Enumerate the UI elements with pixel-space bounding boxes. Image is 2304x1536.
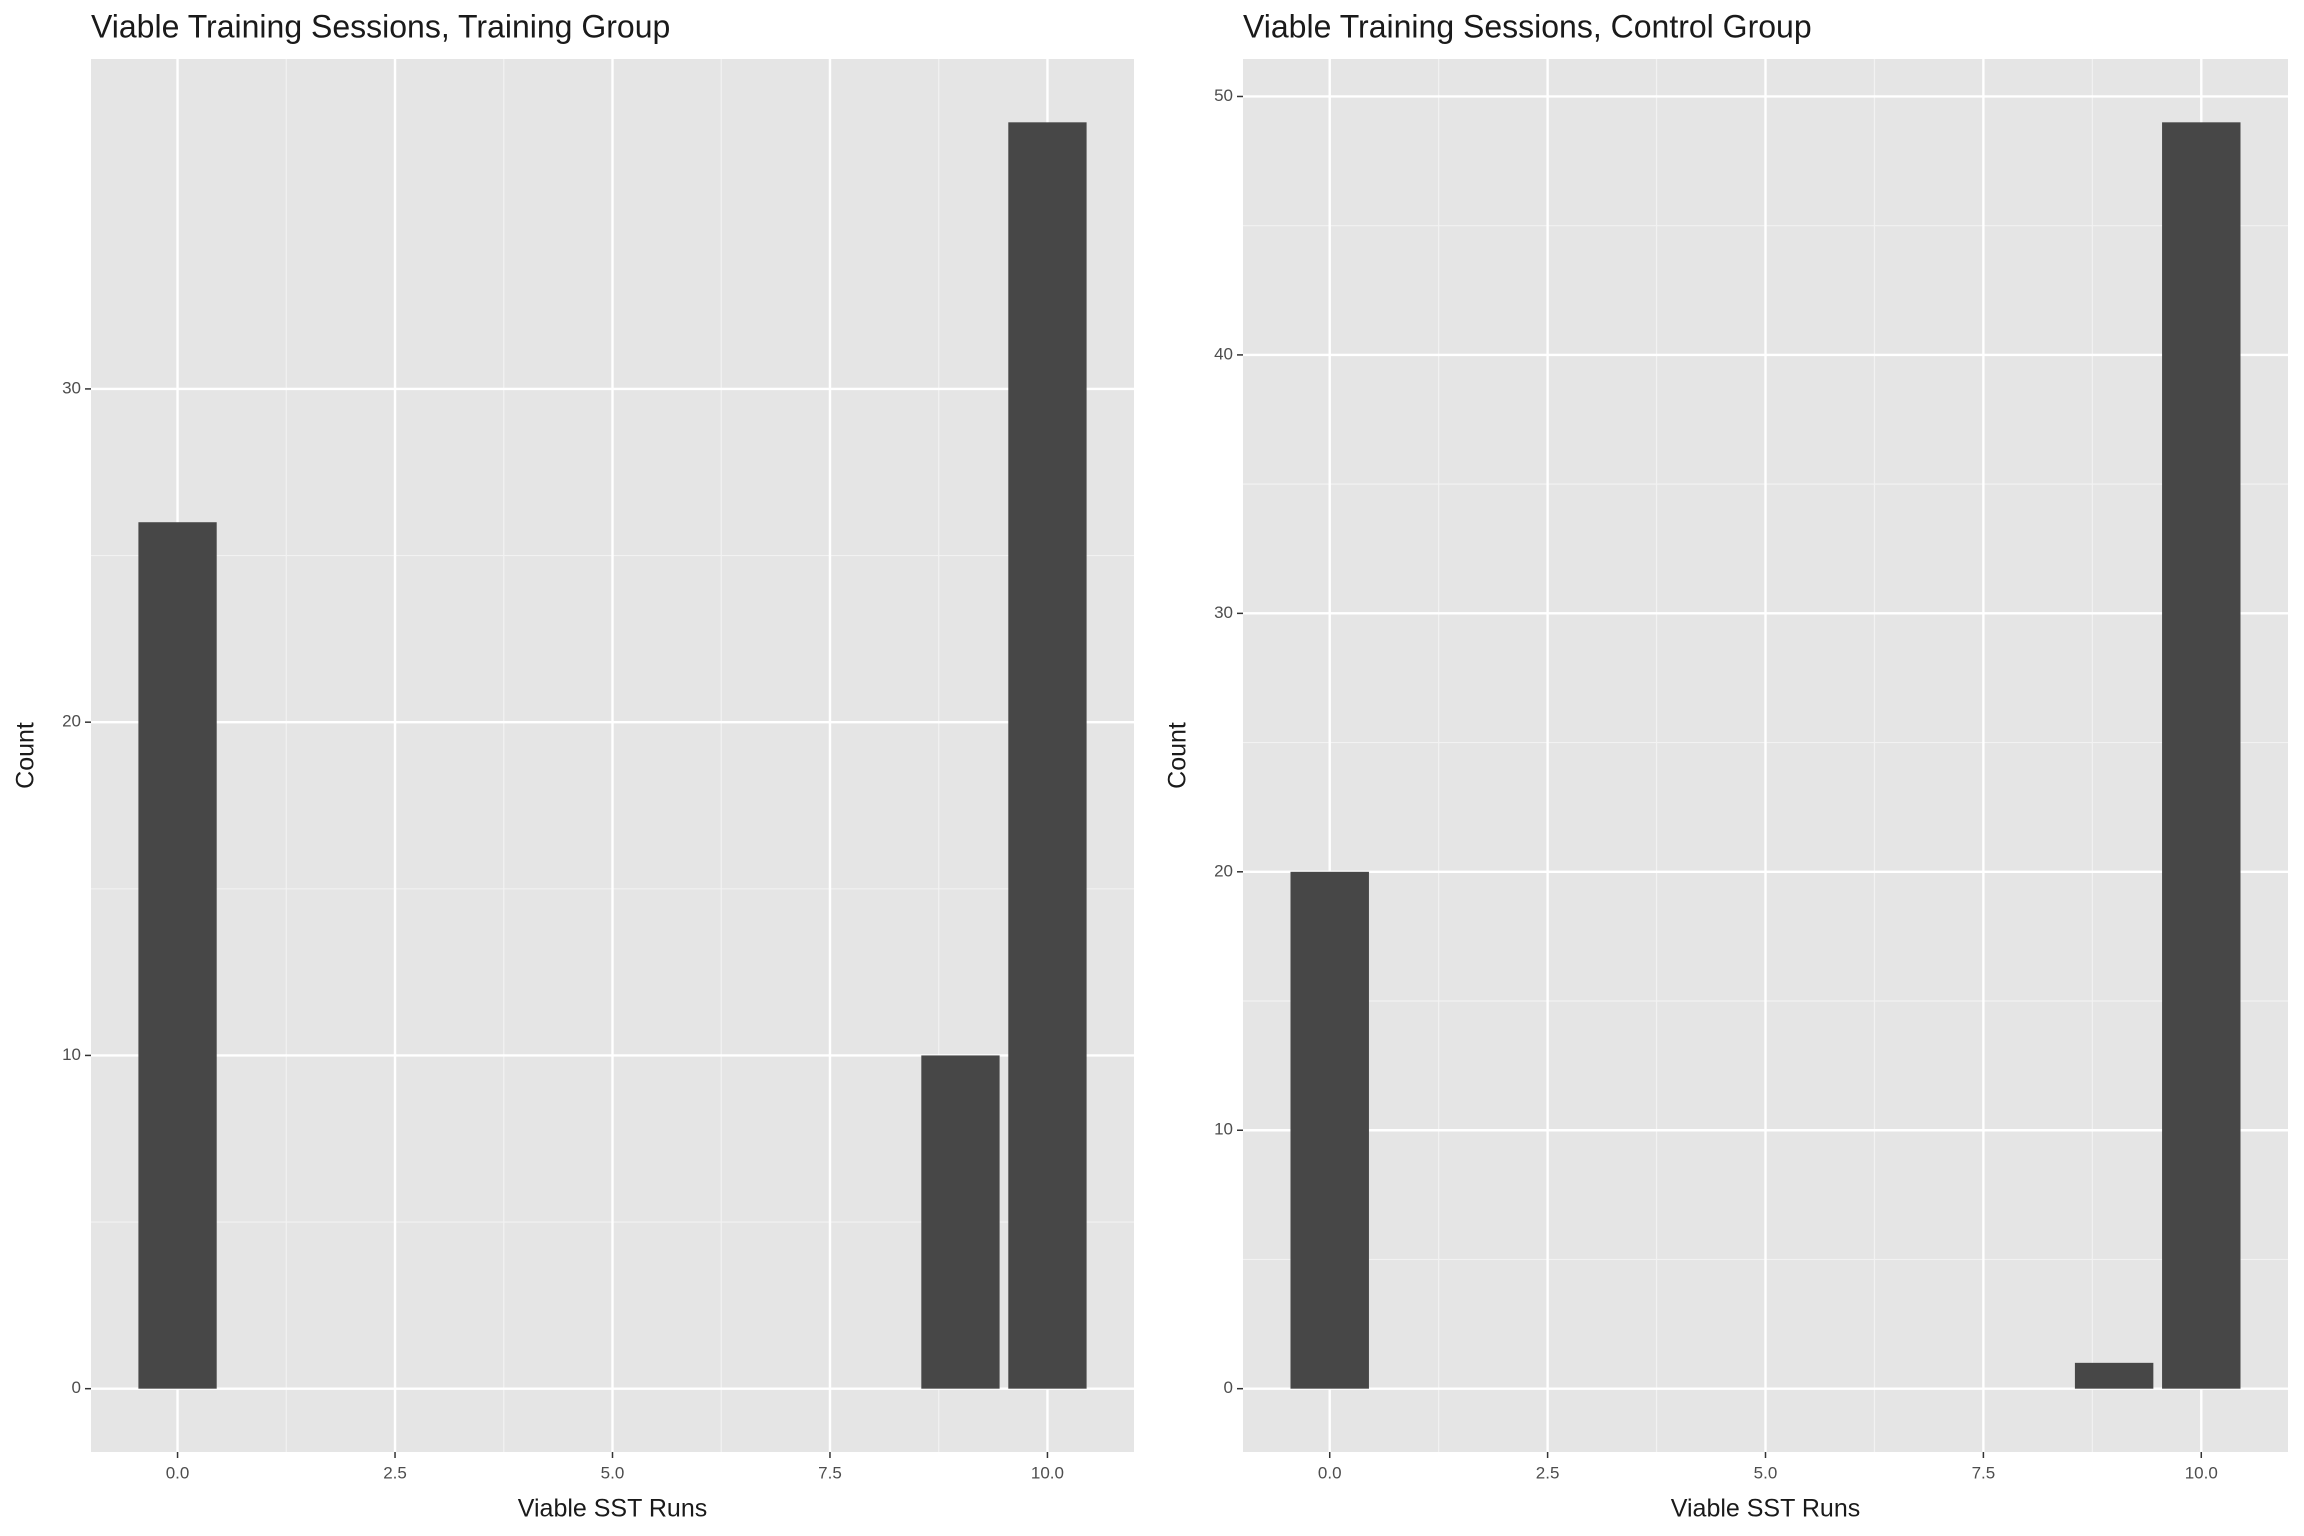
y-tick-label: 20	[1214, 861, 1233, 880]
y-tick-label: 0	[72, 1378, 81, 1397]
y-axis-title: Count	[12, 722, 40, 789]
bar	[2162, 122, 2241, 1389]
y-axis-title: Count	[1164, 722, 1192, 789]
x-tick-label: 2.5	[1536, 1463, 1560, 1482]
x-axis-title: Viable SST Runs	[1671, 1495, 1860, 1523]
bar	[921, 1055, 1000, 1389]
chart-title: Viable Training Sessions, Training Group	[91, 8, 670, 44]
x-tick-label: 7.5	[818, 1463, 842, 1482]
x-tick-label: 5.0	[601, 1463, 625, 1482]
x-tick-label: 7.5	[1972, 1463, 1996, 1482]
y-tick-label: 40	[1214, 344, 1233, 363]
x-tick-label: 0.0	[1318, 1463, 1342, 1482]
bar	[1290, 871, 1369, 1389]
y-tick-label: 30	[1214, 603, 1233, 622]
x-tick-label: 2.5	[383, 1463, 407, 1482]
y-tick-label: 50	[1214, 86, 1233, 105]
x-tick-label: 5.0	[1754, 1463, 1778, 1482]
y-tick-label: 30	[62, 378, 81, 397]
x-tick-label: 10.0	[2185, 1463, 2218, 1482]
x-tick-label: 10.0	[1031, 1463, 1064, 1482]
bar	[1008, 122, 1087, 1389]
y-tick-label: 10	[1214, 1120, 1233, 1139]
chart-title: Viable Training Sessions, Control Group	[1243, 8, 1812, 44]
bar	[2074, 1362, 2154, 1389]
x-axis-title: Viable SST Runs	[518, 1495, 707, 1523]
x-tick-label: 0.0	[166, 1463, 190, 1482]
y-tick-label: 20	[62, 712, 81, 731]
bar	[138, 522, 217, 1389]
y-tick-label: 10	[62, 1045, 81, 1064]
y-tick-label: 0	[1224, 1378, 1233, 1397]
